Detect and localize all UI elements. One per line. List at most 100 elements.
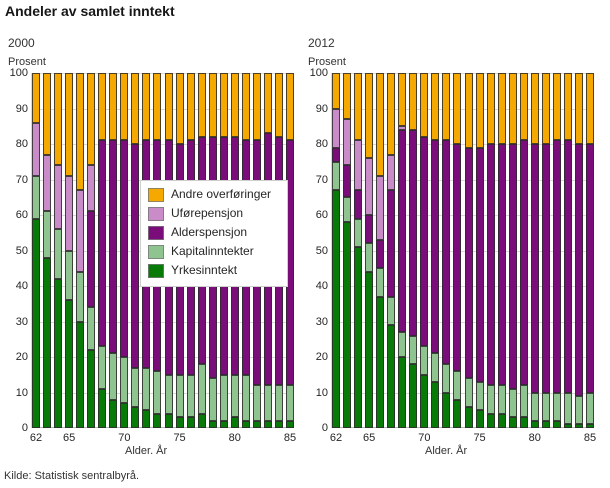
chart-2000-segment-uførepensjon-age-62: [32, 122, 40, 176]
chart-2012-segment-alderspensjon-age-77: [497, 144, 506, 386]
chart-2012-y-tick-30: 30: [315, 315, 328, 328]
chart-2000-segment-andre-overføringer-age-66: [76, 73, 85, 191]
chart-2000-segment-yrkesinntekt-age-84: [274, 420, 283, 428]
chart-2012-x-tick-70: 70: [418, 432, 431, 444]
chart-2012-bar-age-85: [586, 73, 594, 428]
chart-2012-bar-age-73: [453, 73, 462, 428]
chart-2000-segment-alderspensjon-age-67: [87, 211, 96, 308]
chart-2000-segment-yrkesinntekt-age-62: [32, 218, 40, 428]
chart-2012-year-label: 2012: [308, 36, 335, 50]
chart-2000-segment-yrkesinntekt-age-76: [186, 417, 195, 428]
chart-2012-bar-age-74: [464, 73, 473, 428]
chart-2000-segment-kapitalinntekter-age-70: [120, 357, 129, 404]
chart-2000-gridline-10: [32, 392, 294, 394]
chart-2000-segment-kapitalinntekter-age-75: [175, 374, 184, 418]
legend: Andre overføringer Uførepensjon Alderspens…: [140, 180, 288, 287]
chart-2012-segment-yrkesinntekt-age-66: [376, 296, 385, 428]
chart-2000-segment-kapitalinntekter-age-73: [153, 371, 162, 414]
chart-2000-segment-alderspensjon-age-68: [98, 140, 107, 347]
chart-2000-segment-andre-overføringer-age-72: [142, 73, 151, 141]
chart-2000-segment-yrkesinntekt-age-65: [65, 300, 74, 428]
chart-2012-segment-andre-overføringer-age-82: [552, 73, 561, 141]
chart-2012-segment-kapitalinntekter-age-78: [508, 388, 517, 418]
chart-2012-segment-yrkesinntekt-age-63: [343, 222, 352, 428]
chart-2000-y-tick-30: 30: [15, 315, 28, 328]
chart-2000-segment-andre-overføringer-age-71: [131, 73, 140, 145]
chart-2012-segment-alderspensjon-age-84: [574, 144, 583, 397]
chart-2012-segment-uførepensjon-age-64: [354, 140, 363, 191]
chart-2012-segment-andre-overføringer-age-80: [530, 73, 539, 145]
chart-2012-segment-yrkesinntekt-age-65: [365, 271, 374, 428]
chart-2012-gridline-40: [332, 286, 594, 287]
chart-2012-bar-age-84: [574, 73, 583, 428]
chart-2000-segment-uførepensjon-age-63: [43, 154, 52, 212]
chart-2012-bar-age-72: [442, 73, 451, 428]
chart-2012-segment-andre-overføringer-age-71: [431, 73, 440, 141]
chart-2012-y-tick-50: 50: [315, 244, 328, 257]
chart-2000-segment-kapitalinntekter-age-84: [274, 385, 283, 421]
chart-2012-x-tick-75: 75: [473, 432, 486, 444]
chart-2000-y-axis-title: Prosent: [8, 56, 46, 68]
legend-item-yrkesinntekt: Yrkesinntekt: [148, 263, 281, 278]
chart-2012-segment-uførepensjon-age-67: [387, 154, 396, 191]
chart-2000-segment-kapitalinntekter-age-81: [241, 374, 250, 421]
chart-2000-bar-age-67: [87, 73, 96, 428]
chart-2000-segment-yrkesinntekt-age-71: [131, 406, 140, 428]
chart-2012-bar-age-76: [486, 73, 495, 428]
chart-2000-x-axis-title: Alder. År: [125, 445, 168, 457]
chart-2000-segment-kapitalinntekter-age-79: [219, 374, 228, 421]
chart-2000-gridline-0: [32, 427, 294, 428]
legend-swatch-icon: [148, 207, 164, 221]
chart-2012-gridline-0: [332, 427, 594, 428]
chart-2012-segment-kapitalinntekter-age-85: [586, 392, 594, 425]
chart-2012-segment-yrkesinntekt-age-71: [431, 381, 440, 428]
chart-2000-segment-andre-overføringer-age-62: [32, 73, 40, 123]
chart-2000-segment-yrkesinntekt-age-81: [241, 420, 250, 428]
chart-2012-bar-age-62: [332, 73, 340, 428]
legend-label: Kapitalinntekter: [171, 244, 254, 258]
chart-2012-segment-andre-overføringer-age-62: [332, 73, 340, 109]
chart-2012-segment-andre-overføringer-age-72: [442, 73, 451, 141]
chart-2012-bar-age-69: [409, 73, 418, 428]
chart-2012-segment-kapitalinntekter-age-69: [409, 335, 418, 365]
chart-2012-x-tick-85: 85: [583, 432, 597, 444]
legend-label: Andre overføringer: [171, 187, 272, 201]
chart-2000-segment-kapitalinntekter-age-69: [109, 353, 118, 400]
chart-2012-y-tick-90: 90: [315, 102, 328, 115]
chart-2012-plot-area: 0 10 20 30 40 50 60 70 80 90 100 62 65 70 75 80 85: [310, 67, 596, 444]
chart-2012-gridline-70: [332, 179, 594, 181]
chart-2000-segment-uførepensjon-age-67: [87, 165, 96, 212]
chart-2012-segment-kapitalinntekter-age-73: [453, 371, 462, 400]
chart-2000-y-tick-100: 100: [9, 67, 28, 79]
chart-2000-y-tick-80: 80: [15, 138, 28, 150]
chart-2000-segment-andre-overføringer-age-79: [219, 73, 228, 137]
chart-2012-bar-age-66: [376, 73, 385, 428]
chart-2000-y-tick-10: 10: [15, 386, 28, 399]
chart-2012-x-tick-65: 65: [363, 432, 376, 444]
legend-swatch-icon: [148, 264, 164, 278]
chart-2000-segment-kapitalinntekter-age-83: [263, 385, 272, 421]
chart-2000-x-tick-65: 65: [63, 432, 76, 444]
chart-2012-segment-yrkesinntekt-age-68: [398, 357, 407, 428]
chart-2012-bar-age-71: [431, 73, 440, 428]
chart-2000-segment-andre-overføringer-age-65: [65, 73, 74, 176]
chart-2012-bar-age-77: [497, 73, 506, 428]
chart-2000-segment-yrkesinntekt-age-77: [197, 413, 206, 428]
chart-2000-y-tick-60: 60: [15, 209, 28, 221]
chart-2000-segment-yrkesinntekt-age-66: [76, 321, 85, 428]
chart-2012-y-tick-80: 80: [315, 138, 328, 150]
chart-2000-segment-andre-overføringer-age-64: [54, 73, 63, 166]
chart-2000-segment-kapitalinntekter-age-65: [65, 250, 74, 301]
chart-2012-bar-age-68: [398, 73, 407, 428]
chart-2000-segment-kapitalinntekter-age-72: [142, 367, 151, 411]
chart-2012-segment-kapitalinntekter-age-79: [519, 385, 528, 418]
chart-2000-segment-kapitalinntekter-age-64: [54, 229, 63, 279]
chart-2012-y-tick-60: 60: [315, 209, 328, 221]
chart-2012-segment-kapitalinntekter-age-74: [464, 378, 473, 407]
chart-2000-x-tick-70: 70: [118, 432, 131, 444]
chart-2012-segment-yrkesinntekt-age-79: [519, 417, 528, 428]
chart-2000-segment-kapitalinntekter-age-80: [230, 374, 239, 418]
chart-2000-bar-age-65: [65, 73, 74, 428]
chart-2012-bar-age-63: [343, 73, 352, 428]
chart-2000-segment-yrkesinntekt-age-72: [142, 410, 151, 428]
